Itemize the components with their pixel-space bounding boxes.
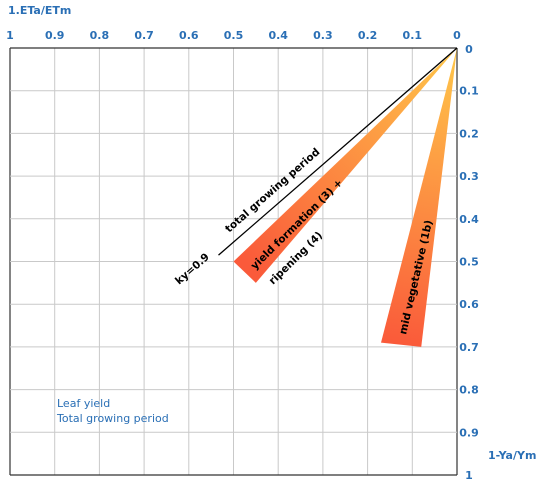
y-tick-label: 0.7 bbox=[459, 341, 479, 354]
x-tick-label: 0.2 bbox=[358, 29, 378, 42]
x-tick-label: 0.5 bbox=[224, 29, 244, 42]
x-tick-label: 0.7 bbox=[134, 29, 154, 42]
x-tick-labels: 1 0.9 0.8 0.7 0.6 0.5 0.4 0.3 0.2 0.1 0 bbox=[6, 29, 461, 42]
lines bbox=[218, 47, 458, 256]
band-yield-formation-ripening bbox=[233, 48, 457, 283]
y-tick-label: 0.1 bbox=[459, 85, 479, 98]
y-tick-label: 0.3 bbox=[459, 170, 479, 183]
x-tick-label: 0.6 bbox=[179, 29, 199, 42]
x-tick-label: 0.4 bbox=[268, 29, 288, 42]
ky-label: ky=0.9 bbox=[173, 251, 212, 287]
y-tick-label: 0.8 bbox=[459, 384, 479, 397]
bands bbox=[233, 48, 457, 347]
band-mid-vegetative bbox=[381, 48, 457, 347]
x-tick-label: 0 bbox=[453, 29, 461, 42]
y-tick-label: 0.2 bbox=[459, 127, 479, 140]
x-tick-label: 0.3 bbox=[313, 29, 333, 42]
x-tick-label: 0.1 bbox=[403, 29, 423, 42]
y-tick-label: 0.6 bbox=[459, 298, 479, 311]
y-tick-labels: 0 0.1 0.2 0.3 0.4 0.5 0.6 0.7 0.8 0.9 1 bbox=[459, 43, 479, 482]
total-growing-period-line bbox=[218, 47, 458, 256]
y-tick-label: 1 bbox=[465, 469, 473, 482]
note-leaf-yield: Leaf yield bbox=[57, 397, 110, 410]
x-tick-label: 0.9 bbox=[45, 29, 65, 42]
x-tick-label: 1 bbox=[6, 29, 14, 42]
y-tick-label: 0 bbox=[465, 43, 473, 56]
y-tick-label: 0.9 bbox=[459, 426, 479, 439]
y-tick-label: 0.4 bbox=[459, 213, 479, 226]
y-axis-title: 1-Ya/Ym bbox=[488, 449, 536, 462]
x-tick-label: 0.8 bbox=[90, 29, 110, 42]
x-axis-title: 1.ETa/ETm bbox=[8, 4, 71, 17]
y-tick-label: 0.5 bbox=[459, 256, 479, 269]
note-total-growing-period: Total growing period bbox=[56, 412, 169, 425]
